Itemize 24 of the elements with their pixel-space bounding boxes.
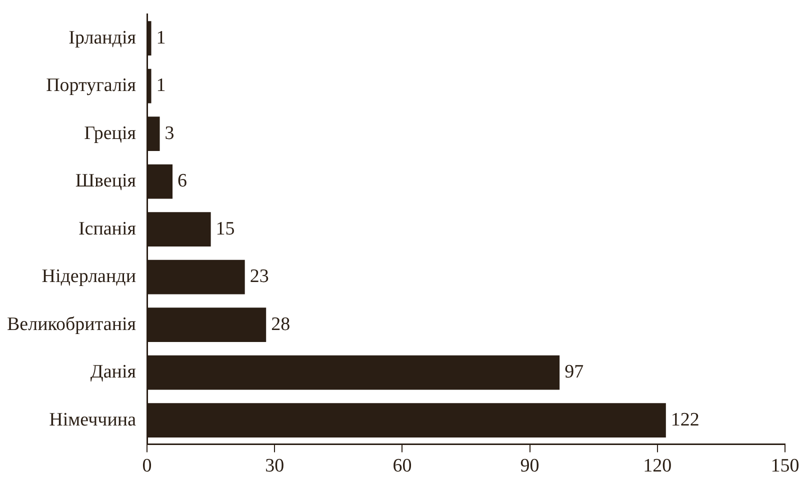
x-tick-label: 60 xyxy=(392,456,412,477)
x-tick-label: 150 xyxy=(770,456,800,477)
y-tick-label: Данія xyxy=(90,362,136,383)
data-label: 1 xyxy=(156,75,166,96)
data-label: 1 xyxy=(156,27,166,48)
data-label: 28 xyxy=(271,314,290,335)
y-tick-label: Португалія xyxy=(46,75,136,96)
y-tick-label: Ірландія xyxy=(68,27,136,48)
data-label: 23 xyxy=(250,266,269,288)
data-label: 15 xyxy=(216,218,235,240)
y-tick-label: Іспанія xyxy=(78,218,136,240)
x-tick-label: 120 xyxy=(643,456,672,477)
data-label: 97 xyxy=(564,362,584,383)
data-label: 6 xyxy=(178,170,188,192)
x-tick-label: 30 xyxy=(265,456,284,477)
data-label: 122 xyxy=(670,409,700,430)
x-tick-label: 90 xyxy=(520,456,540,477)
y-tick-label: Великобританія xyxy=(6,314,136,335)
y-tick-label: Швеція xyxy=(75,170,136,192)
y-tick-label: Нідерланди xyxy=(42,266,136,288)
y-tick-label: Греція xyxy=(84,122,136,144)
x-tick-label: 0 xyxy=(142,456,152,477)
data-label: 3 xyxy=(164,122,174,144)
y-tick-label: Німеччина xyxy=(49,409,137,430)
